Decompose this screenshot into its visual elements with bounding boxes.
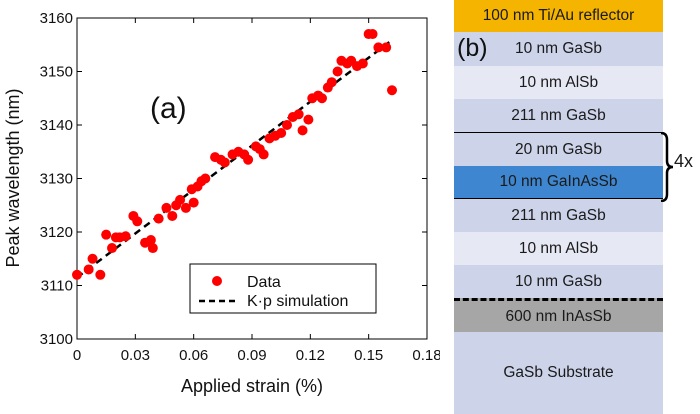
- data-point: [120, 231, 131, 242]
- data-point: [95, 269, 106, 280]
- layer-alsb-10nm-top: 10 nm AlSb: [454, 66, 663, 99]
- x-axis-label: Applied strain (%): [181, 376, 323, 396]
- data-point: [243, 154, 254, 165]
- repeat-brace-icon: [660, 132, 674, 202]
- legend-label-simulation: K·p simulation: [247, 293, 348, 310]
- repeat-count-label: 4x: [674, 151, 694, 171]
- data-point: [297, 125, 308, 136]
- x-tick-label: 0.06: [179, 347, 208, 364]
- panel-label-b: (b): [457, 34, 488, 62]
- data-point: [357, 58, 368, 69]
- data-point: [107, 243, 117, 254]
- x-tick-label: 0.15: [354, 347, 383, 364]
- data-point: [387, 85, 397, 96]
- data-point: [175, 194, 186, 205]
- layer-inassb-600nm: 600 nm InAsSb: [454, 298, 663, 332]
- data-point: [326, 77, 337, 88]
- legend-box: [189, 263, 377, 314]
- data-point: [101, 229, 112, 240]
- data-point: [188, 197, 199, 208]
- data-point: [219, 157, 230, 168]
- data-point: [258, 149, 269, 160]
- data-points-series: [72, 29, 397, 280]
- layer-gainassb-10nm: 10 nm GaInAsSb: [454, 166, 663, 199]
- x-tick-label: 0.09: [237, 347, 266, 364]
- y-tick-label: 3110: [41, 278, 73, 295]
- layer-ti-au-reflector: 100 nm Ti/Au reflector: [454, 0, 663, 32]
- strain-scatter-plot: 0 0.03 0.06 0.09 0.12 0.15 0.18 31003110312031…: [3, 10, 440, 396]
- layer-gasb-20nm: 20 nm GaSb: [454, 132, 663, 166]
- data-point: [373, 42, 384, 53]
- data-point: [317, 93, 327, 104]
- data-point: [87, 253, 98, 264]
- layer-gasb-10nm-top: 10 nm GaSb: [454, 32, 663, 66]
- layer-alsb-10nm-bottom: 10 nm AlSb: [454, 232, 663, 265]
- y-tick-label: 3130: [40, 171, 73, 188]
- y-tick-label: 3120: [40, 224, 73, 241]
- y-tick-label: 3150: [40, 64, 73, 81]
- data-point: [180, 202, 191, 213]
- data-point: [83, 264, 94, 275]
- y-tick-label: 3140: [40, 117, 73, 134]
- data-point: [367, 29, 378, 40]
- x-tick-label: 0: [73, 347, 81, 364]
- panel-label-a: (a): [150, 92, 187, 125]
- data-point: [72, 269, 82, 280]
- layer-gasb-10nm-bottom: 10 nm GaSb: [454, 265, 663, 298]
- y-tick-label: 3160: [40, 10, 73, 27]
- data-point: [381, 42, 392, 53]
- x-tick-label: 0.12: [296, 347, 325, 364]
- data-point: [153, 213, 164, 224]
- data-point: [293, 109, 304, 120]
- data-point: [332, 66, 343, 77]
- y-tick-label: 3100: [40, 331, 73, 348]
- x-axis-ticks: 0 0.03 0.06 0.09 0.12 0.15 0.18: [73, 18, 440, 364]
- y-axis-ticks: 3100 3110 3120 3130 3140 3150 3160: [40, 10, 427, 348]
- y-axis-label: Peak wavelength (nm): [3, 88, 23, 267]
- x-tick-label: 0.18: [412, 347, 440, 364]
- layer-gasb-211nm-top: 211 nm GaSb: [454, 99, 663, 132]
- data-point: [303, 114, 314, 125]
- layer-gasb-substrate: GaSb Substrate: [454, 332, 663, 414]
- data-point: [161, 202, 172, 213]
- data-point: [147, 243, 158, 254]
- legend-marker-data: [212, 276, 222, 286]
- data-point: [200, 173, 211, 184]
- data-point: [276, 128, 287, 139]
- data-point: [167, 210, 178, 221]
- data-point: [132, 216, 143, 227]
- layer-gasb-211nm-bottom: 211 nm GaSb: [454, 199, 663, 232]
- data-point: [282, 120, 292, 130]
- data-point: [145, 235, 156, 246]
- x-tick-label: 0.03: [121, 347, 150, 364]
- legend-label-data: Data: [247, 274, 281, 291]
- legend: Data K·p simulation: [189, 263, 377, 314]
